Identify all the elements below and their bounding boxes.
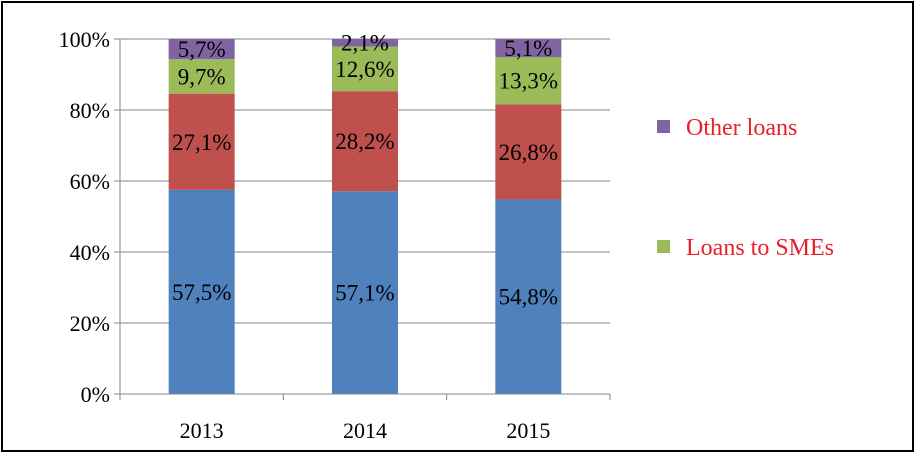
legend-label: Other loans	[686, 115, 797, 141]
bar-segment	[168, 189, 235, 394]
bar-segment	[332, 46, 398, 92]
legend-swatch	[657, 240, 670, 253]
y-tick-label: 0%	[81, 382, 110, 407]
axes: 0% 20% 40% 60% 80% 100% 2013 2014 2015	[59, 27, 611, 443]
data-label: 12,6%	[335, 57, 394, 82]
data-label: 5,7%	[178, 37, 226, 62]
data-label: 9,7%	[178, 64, 226, 89]
bar-segment	[168, 93, 235, 190]
bars	[168, 39, 562, 394]
data-label: 27,1%	[172, 130, 231, 155]
stacked-bar-chart: 0% 20% 40% 60% 80% 100% 2013 2014 2015 57,5% 27,1…	[59, 27, 834, 443]
bar-segment	[168, 59, 235, 94]
y-tick-label: 60%	[70, 169, 110, 194]
bar-segment	[332, 39, 398, 47]
y-tick-label: 80%	[70, 98, 110, 123]
legend: Other loans Loans to SMEs	[657, 115, 834, 261]
bar-segment	[495, 104, 562, 200]
y-tick-label: 40%	[70, 240, 110, 265]
x-tick-label: 2014	[343, 418, 387, 443]
bar-segment	[332, 91, 398, 192]
bar-segment	[332, 191, 398, 394]
data-label: 54,8%	[499, 285, 558, 310]
bar-segment	[495, 199, 562, 394]
bar-segment	[168, 39, 235, 60]
data-labels: 57,5% 27,1% 9,7%5,7% 57,1% 28,2% 12,6%2,1% 54,…	[172, 31, 558, 310]
x-tick-label: 2013	[180, 418, 224, 443]
data-label: 5,1%	[504, 36, 552, 61]
data-label: 57,5%	[172, 280, 231, 305]
data-label: 28,2%	[335, 129, 394, 154]
data-label: 26,8%	[499, 140, 558, 165]
bar-segment	[495, 57, 562, 105]
bar-segment	[495, 39, 562, 58]
data-label: 2,1%	[341, 31, 389, 56]
legend-label: Loans to SMEs	[686, 235, 834, 261]
legend-swatch	[657, 120, 670, 133]
x-tick-label: 2015	[506, 418, 550, 443]
y-tick-label: 20%	[70, 311, 110, 336]
y-tick-label: 100%	[59, 27, 110, 52]
data-label: 13,3%	[499, 69, 558, 94]
data-label: 57,1%	[335, 281, 394, 306]
